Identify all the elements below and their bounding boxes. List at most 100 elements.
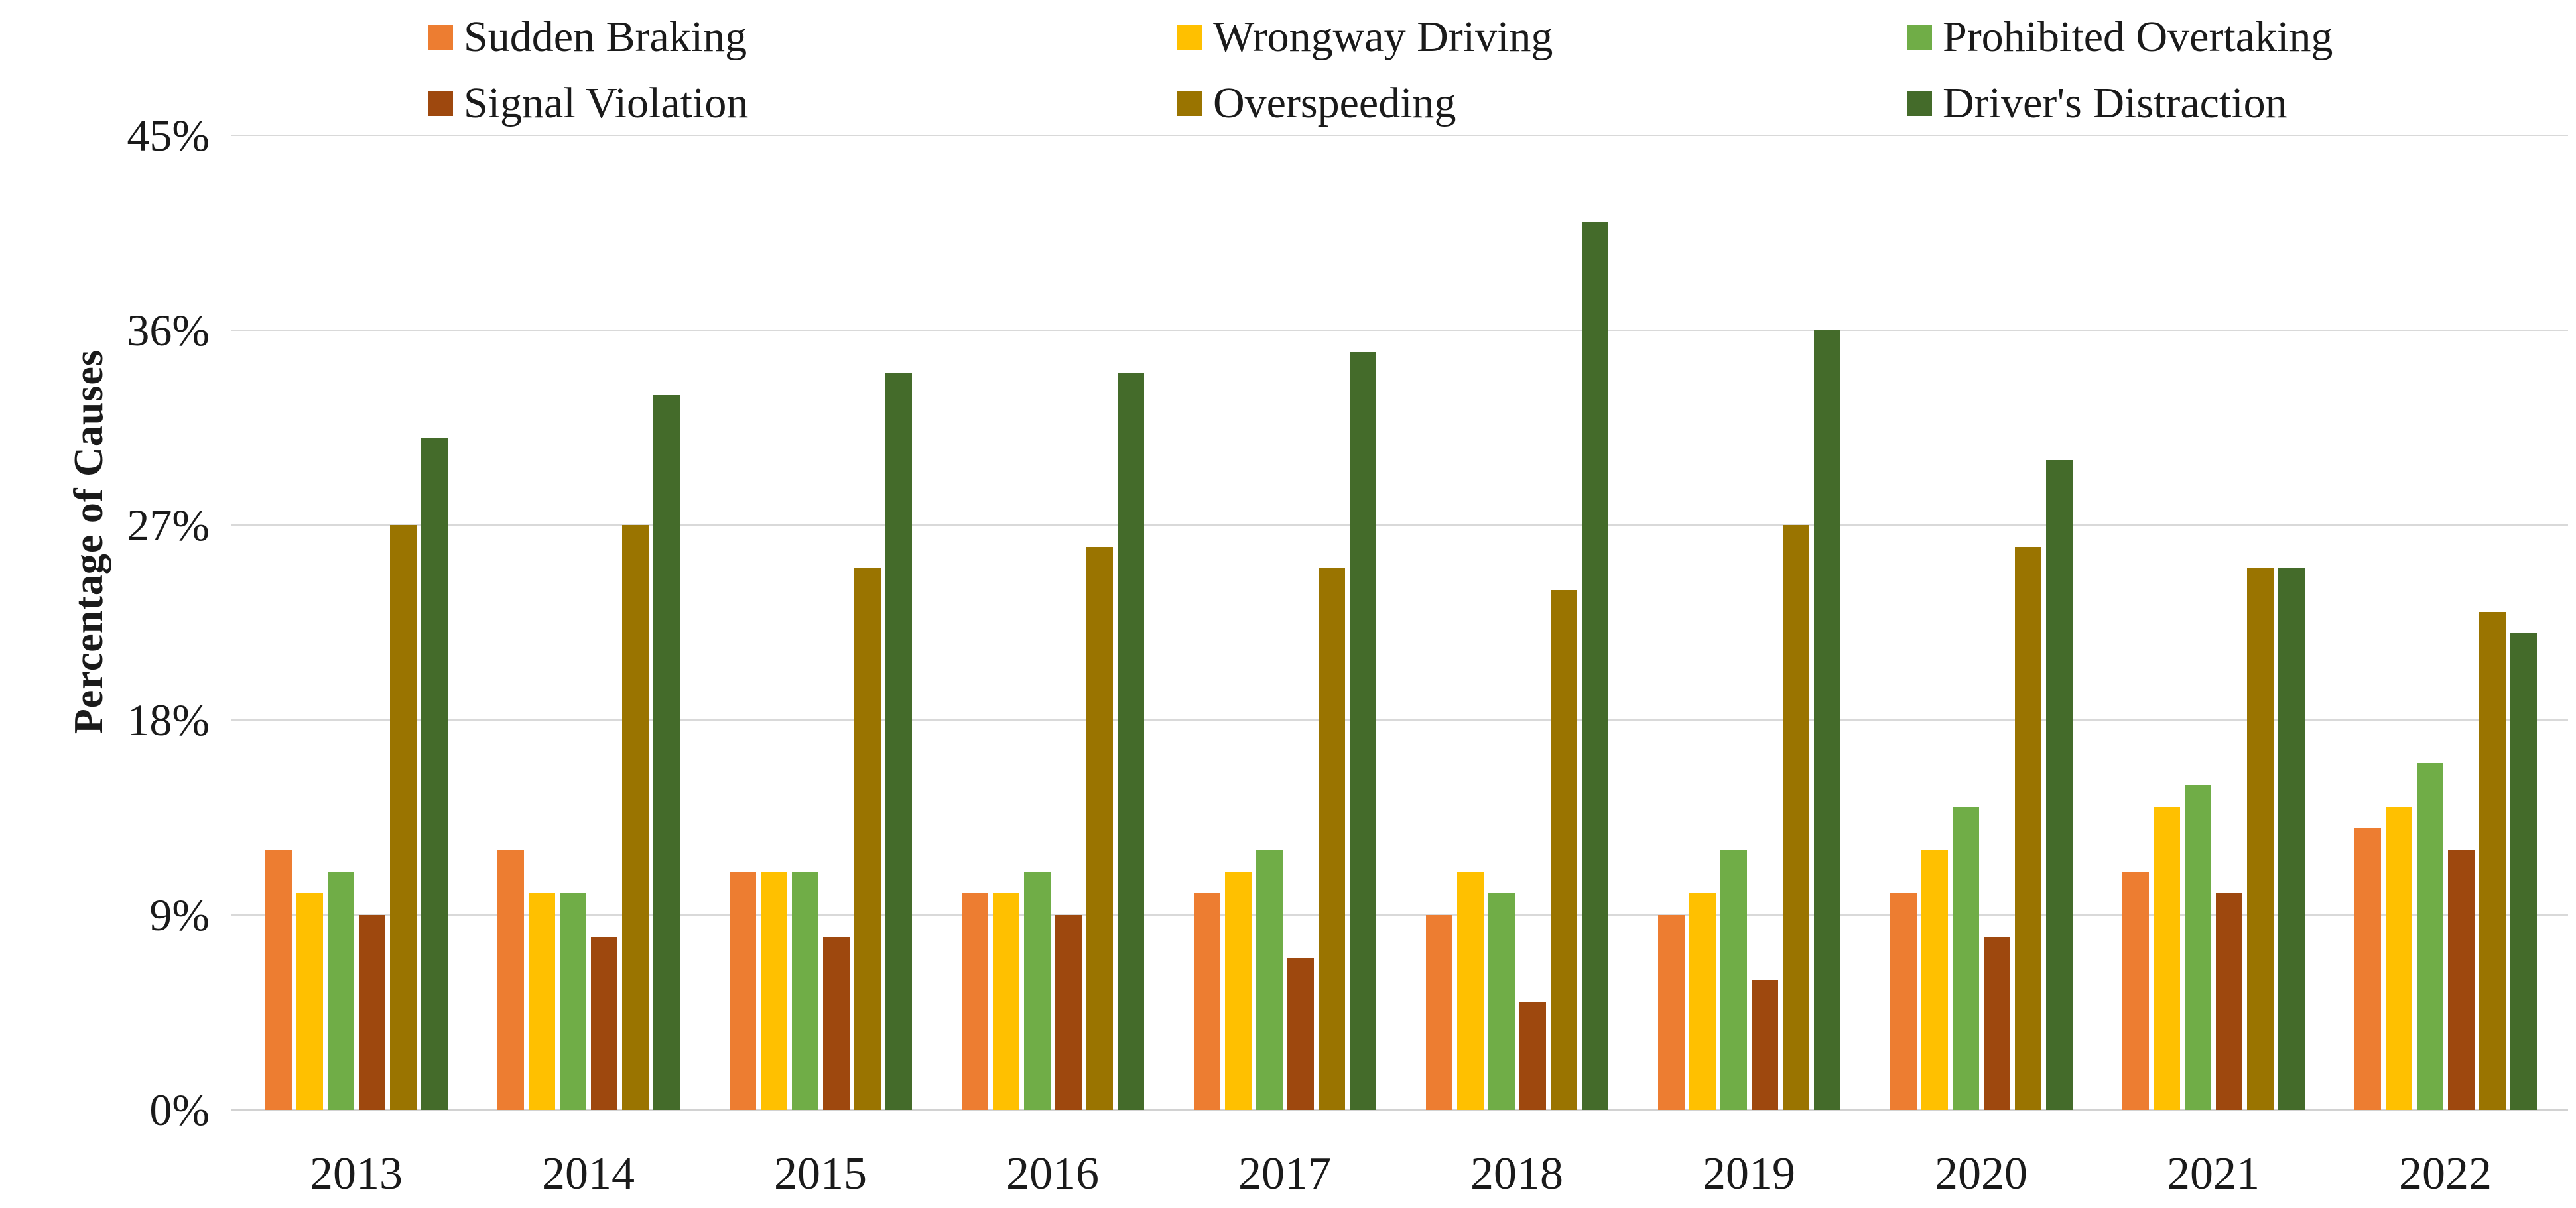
- legend-swatch-signal-violation: [428, 91, 453, 116]
- bar-overspeeding-2019: [1782, 525, 1809, 1110]
- bar-signal-violation-2020: [1983, 936, 2010, 1110]
- bar-driver-s-distraction-2020: [2045, 460, 2073, 1110]
- bar-prohibited-overtaking-2014: [559, 893, 586, 1110]
- gridline-36: [231, 330, 2568, 331]
- bar-overspeeding-2020: [2014, 546, 2041, 1110]
- y-tick-label-9: 9%: [149, 890, 210, 940]
- legend-label: Driver's Distraction: [1943, 79, 2287, 127]
- bar-sudden-braking-2013: [265, 850, 292, 1110]
- bar-sudden-braking-2015: [729, 871, 756, 1110]
- x-tick-label-2013: 2013: [310, 1148, 403, 1199]
- bar-wrongway-driving-2018: [1456, 871, 1484, 1110]
- bar-signal-violation-2021: [2215, 893, 2242, 1110]
- bar-overspeeding-2013: [389, 525, 417, 1110]
- bar-overspeeding-2017: [1318, 568, 1345, 1110]
- y-tick-label-45: 45%: [127, 110, 210, 160]
- bar-signal-violation-2014: [590, 936, 617, 1110]
- bar-driver-s-distraction-2018: [1581, 221, 1608, 1110]
- gridline-18: [231, 719, 2568, 721]
- bar-prohibited-overtaking-2015: [791, 871, 818, 1110]
- legend-item-prohibited-overtaking: Prohibited Overtaking: [1907, 13, 2333, 61]
- legend-label: Signal Violation: [464, 79, 749, 127]
- y-tick-label-0: 0%: [149, 1085, 210, 1135]
- bar-sudden-braking-2020: [1890, 893, 1917, 1110]
- bar-signal-violation-2017: [1287, 958, 1314, 1110]
- bar-driver-s-distraction-2015: [885, 373, 912, 1110]
- y-tick-label-36: 36%: [127, 305, 210, 355]
- x-tick-label-2021: 2021: [2167, 1148, 2260, 1199]
- bar-sudden-braking-2019: [1657, 915, 1685, 1110]
- bar-wrongway-driving-2019: [1689, 893, 1716, 1110]
- bar-wrongway-driving-2022: [2385, 806, 2412, 1110]
- bar-wrongway-driving-2013: [296, 893, 323, 1110]
- bar-sudden-braking-2018: [1425, 915, 1452, 1110]
- bar-driver-s-distraction-2022: [2510, 633, 2537, 1110]
- legend-swatch-driver-s-distraction: [1907, 91, 1932, 116]
- bar-wrongway-driving-2015: [760, 871, 787, 1110]
- x-tick-label-2016: 2016: [1006, 1148, 1099, 1199]
- bar-prohibited-overtaking-2019: [1720, 850, 1747, 1110]
- legend-label: Prohibited Overtaking: [1943, 13, 2333, 61]
- x-tick-label-2022: 2022: [2399, 1148, 2492, 1199]
- x-axis-line: [231, 1109, 2568, 1111]
- bar-wrongway-driving-2020: [1921, 850, 1948, 1110]
- gridline-27: [231, 524, 2568, 526]
- legend-swatch-prohibited-overtaking: [1907, 25, 1932, 50]
- legend-item-signal-violation: Signal Violation: [428, 79, 749, 127]
- bar-sudden-braking-2021: [2122, 871, 2149, 1110]
- bar-prohibited-overtaking-2016: [1023, 871, 1051, 1110]
- bar-wrongway-driving-2017: [1224, 871, 1252, 1110]
- bar-overspeeding-2014: [621, 525, 649, 1110]
- bar-driver-s-distraction-2013: [420, 438, 448, 1110]
- bar-driver-s-distraction-2021: [2278, 568, 2305, 1110]
- bar-sudden-braking-2022: [2354, 828, 2381, 1110]
- legend-item-sudden-braking: Sudden Braking: [428, 13, 747, 61]
- bar-overspeeding-2022: [2479, 611, 2506, 1110]
- x-tick-label-2017: 2017: [1238, 1148, 1331, 1199]
- bar-signal-violation-2016: [1055, 915, 1082, 1110]
- bar-sudden-braking-2017: [1193, 893, 1220, 1110]
- legend-label: Wrongway Driving: [1213, 13, 1553, 61]
- legend-label: Sudden Braking: [464, 13, 747, 61]
- gridline-9: [231, 914, 2568, 916]
- bar-prohibited-overtaking-2022: [2416, 763, 2443, 1110]
- x-tick-label-2020: 2020: [1935, 1148, 2028, 1199]
- x-tick-label-2014: 2014: [542, 1148, 635, 1199]
- x-tick-label-2019: 2019: [1703, 1148, 1795, 1199]
- bar-prohibited-overtaking-2020: [1952, 806, 1979, 1110]
- bar-driver-s-distraction-2014: [653, 395, 680, 1110]
- y-tick-label-27: 27%: [127, 500, 210, 550]
- bar-prohibited-overtaking-2017: [1256, 850, 1283, 1110]
- bar-signal-violation-2015: [822, 936, 850, 1110]
- bar-driver-s-distraction-2017: [1349, 351, 1376, 1110]
- y-tick-label-18: 18%: [127, 695, 210, 745]
- bar-signal-violation-2019: [1751, 980, 1778, 1110]
- bar-prohibited-overtaking-2021: [2184, 785, 2211, 1110]
- bar-overspeeding-2015: [854, 568, 881, 1110]
- bar-driver-s-distraction-2019: [1813, 330, 1840, 1110]
- bar-wrongway-driving-2016: [992, 893, 1019, 1110]
- legend-swatch-sudden-braking: [428, 25, 453, 50]
- bar-prohibited-overtaking-2018: [1488, 893, 1515, 1110]
- bar-overspeeding-2016: [1086, 546, 1113, 1110]
- x-tick-label-2015: 2015: [774, 1148, 867, 1199]
- legend-item-overspeeding: Overspeeding: [1177, 82, 1456, 125]
- bar-signal-violation-2018: [1519, 1001, 1546, 1110]
- bar-overspeeding-2018: [1550, 590, 1577, 1110]
- gridline-45: [231, 135, 2568, 136]
- bar-wrongway-driving-2014: [528, 893, 555, 1110]
- legend-item-wrongway-driving: Wrongway Driving: [1177, 13, 1553, 61]
- bar-signal-violation-2013: [358, 915, 385, 1110]
- legend-item-driver-s-distraction: Driver's Distraction: [1907, 79, 2287, 127]
- bar-sudden-braking-2016: [961, 893, 988, 1110]
- x-tick-label-2018: 2018: [1470, 1148, 1563, 1199]
- bar-sudden-braking-2014: [497, 850, 524, 1110]
- bar-overspeeding-2021: [2246, 568, 2274, 1110]
- bar-prohibited-overtaking-2013: [327, 871, 354, 1110]
- legend-swatch-overspeeding: [1177, 91, 1202, 116]
- legend-swatch-wrongway-driving: [1177, 25, 1202, 50]
- bar-wrongway-driving-2021: [2153, 806, 2180, 1110]
- bar-signal-violation-2022: [2447, 850, 2475, 1110]
